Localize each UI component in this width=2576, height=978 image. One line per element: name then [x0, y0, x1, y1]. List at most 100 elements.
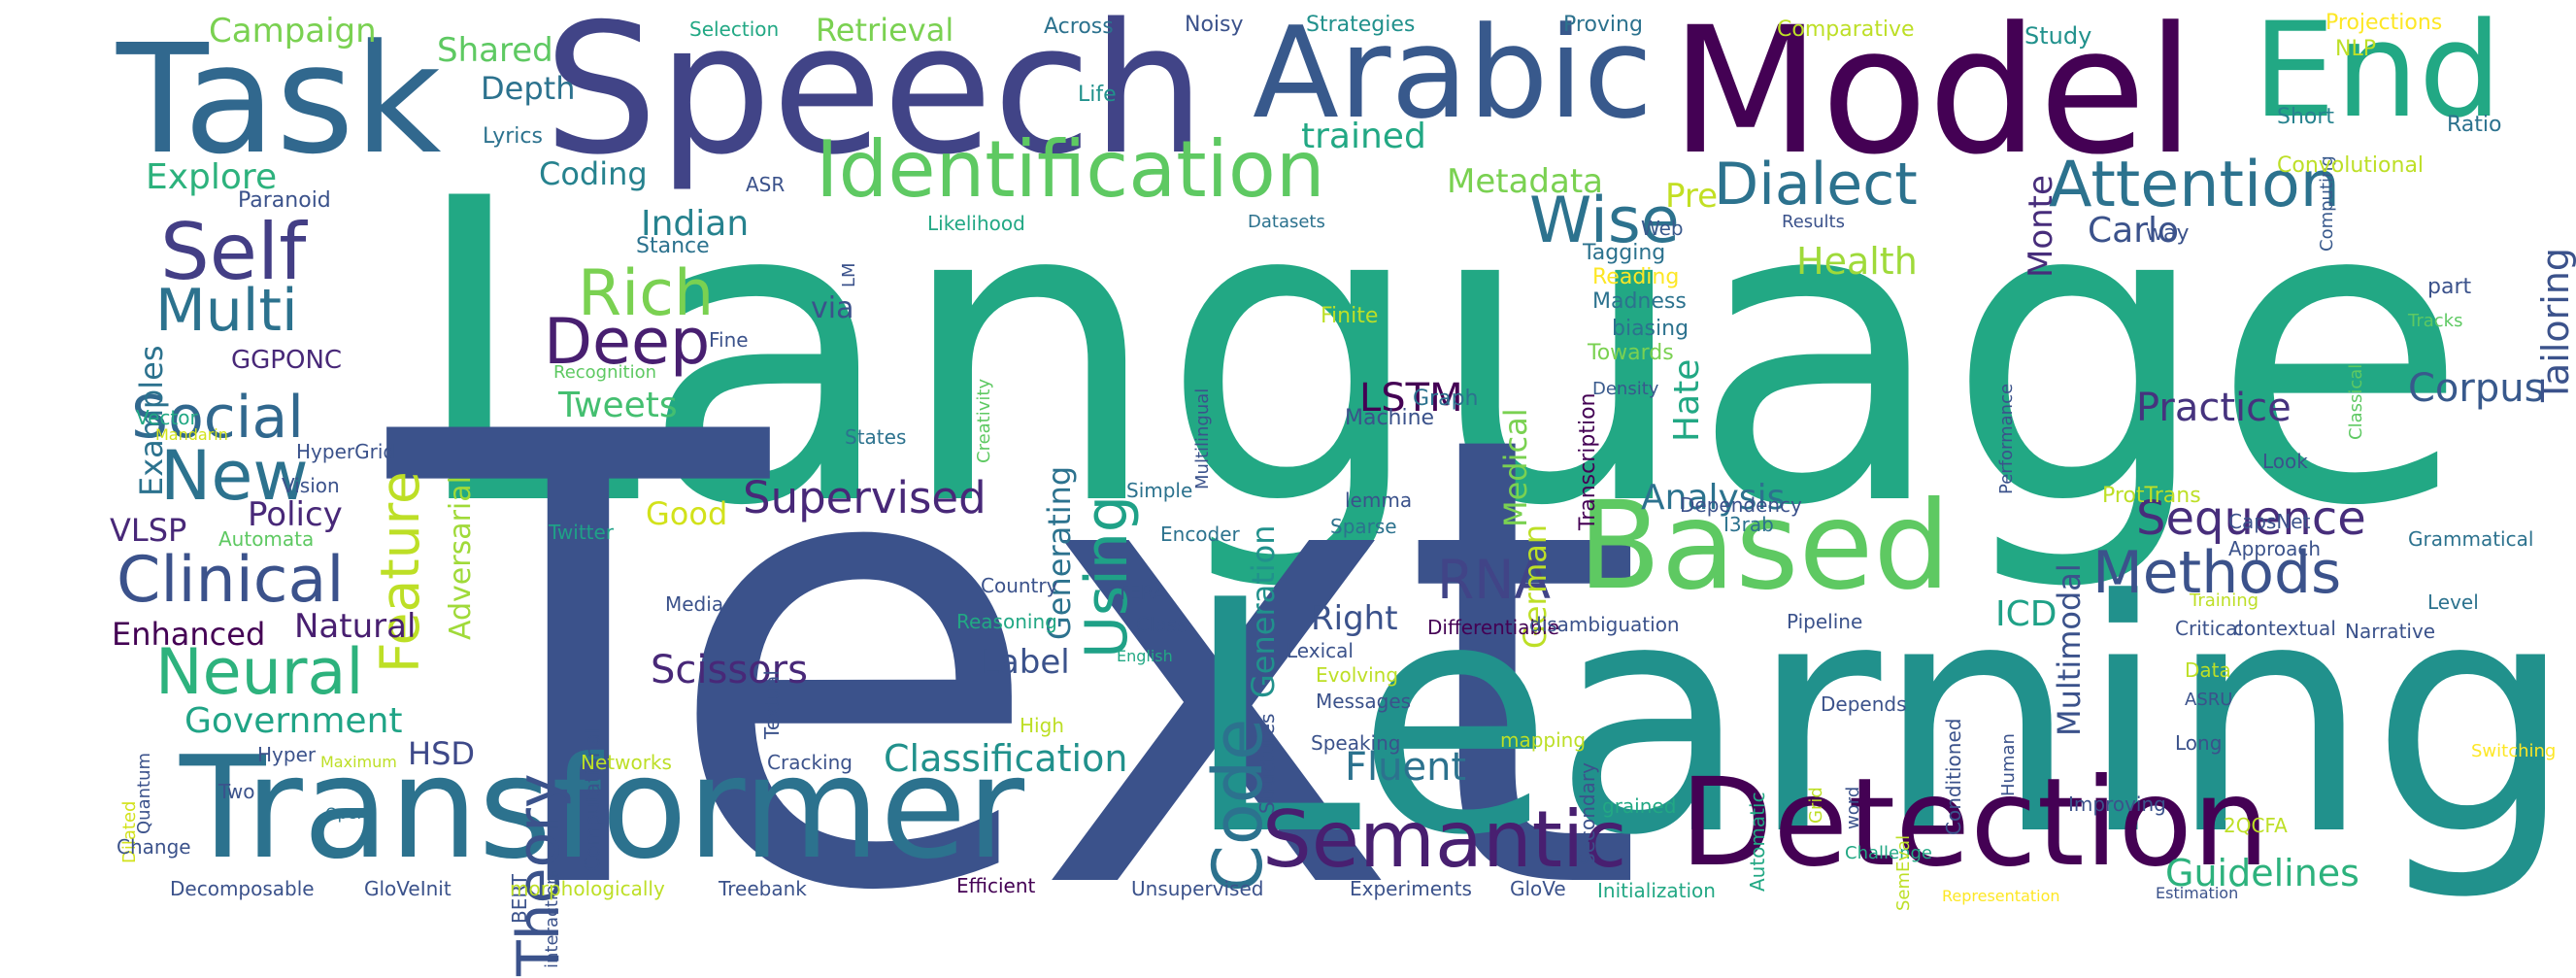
word-lemma: lemma [1345, 489, 1413, 512]
word-neural: Neural [155, 636, 364, 709]
word-adversarial: Adversarial [444, 476, 478, 640]
word-based: Based [1578, 476, 1951, 617]
word-rich: Rich [578, 257, 715, 330]
word-natural: Natural [294, 607, 417, 646]
word-life: Life [1078, 83, 1117, 107]
word-automata: Automata [218, 527, 315, 551]
word-contextual: contextual [2233, 617, 2336, 640]
word-convolutional: Convolutional [2277, 153, 2425, 178]
word-methods: Methods [2092, 539, 2342, 607]
word-semantic: Semantic [1262, 794, 1627, 885]
word-graph: Graph [1413, 387, 1479, 411]
word-icd: ICD [1995, 594, 2057, 634]
word-mandarin: Mandarin [155, 425, 228, 444]
word-madness: Madness [1592, 289, 1687, 314]
word-grid: Grid [1806, 786, 1826, 824]
word-high: High [1020, 714, 1064, 737]
word-results: Results [1782, 212, 1845, 232]
word-grained: grained [1602, 794, 1677, 818]
word-study: Study [2024, 22, 2092, 50]
word-likelihood: Likelihood [927, 212, 1025, 235]
word-using: Using [1073, 494, 1141, 658]
word-dialect: Dialect [1714, 151, 1918, 219]
word-creativity: Creativity [974, 378, 994, 464]
word-corpus: Corpus [2408, 366, 2545, 411]
word-ratio: Ratio [2447, 113, 2502, 137]
word-critical: Critical [2175, 617, 2243, 640]
word-unsupervised: Unsupervised [1131, 877, 1264, 900]
word-arabic: Arabic [1253, 0, 1654, 147]
word-asru: ASRU [2185, 690, 2233, 710]
word-disambiguation: disambiguation [1529, 613, 1680, 636]
word-identification: Identification [816, 124, 1325, 215]
word-tera: TERA [1117, 581, 1167, 604]
word-class: Class [1136, 613, 1188, 636]
word-pre: Pre [1665, 177, 1719, 216]
word-stance: Stance [636, 234, 710, 258]
word-way: way [2146, 221, 2190, 246]
word-metadata: Metadata [1447, 162, 1604, 201]
word-language: Language [408, 112, 2469, 597]
word-lexical: Lexical [1287, 639, 1354, 662]
word-improving: Improving [2068, 793, 2166, 816]
word-guidelines: Guidelines [2165, 852, 2359, 894]
word-speech: Speech [544, 0, 1206, 194]
word-ggponc: GGPONC [231, 346, 343, 375]
word-encoder: Encoder [1160, 523, 1240, 546]
word-rna: RNA [1437, 549, 1551, 611]
word-word: word [1843, 786, 1863, 830]
word-model: Model [1670, 0, 2195, 193]
word-english: English [1117, 647, 1173, 665]
word-government: Government [184, 701, 403, 741]
word-projections: Projections [2325, 11, 2443, 35]
word-learning: Learning [1183, 532, 2574, 905]
word-capsnet: CapsNet [2228, 510, 2311, 533]
word-good: Good [646, 495, 728, 532]
word-policy: Policy [248, 495, 343, 534]
word-biasing: biasing [1612, 317, 1689, 341]
word-challenge: Challenge [1845, 843, 1932, 863]
word-data: Data [2185, 658, 2231, 682]
word-towards: Towards [1588, 341, 1674, 365]
word-text: Text [388, 303, 1646, 978]
word-clinical: Clinical [117, 544, 345, 617]
word-experiments: Experiments [1350, 877, 1472, 900]
word-initialization: Initialization [1597, 879, 1716, 902]
word-trained: trained [1301, 117, 1426, 156]
word-density: Density [1592, 379, 1659, 399]
word-supervised: Supervised [743, 472, 987, 523]
word-pipeline: Pipeline [1787, 610, 1863, 633]
word-retrieval: Retrieval [816, 12, 954, 49]
word-classical: Classical [2346, 363, 2366, 441]
word-cracking: Cracking [767, 751, 853, 774]
word-web: Web [1641, 217, 1684, 240]
word-classification: Classification [884, 737, 1128, 780]
word-reading: Reading [1592, 265, 1680, 289]
word-enhanced: Enhanced [112, 616, 266, 653]
word-hsd: HSD [408, 735, 476, 772]
word-social: Social [131, 384, 304, 452]
word-textual: Textual [760, 670, 784, 739]
word-multilingual: Multilingual [1192, 388, 1213, 490]
word-lyrics: Lyrics [483, 124, 543, 149]
word-2qcfa: 2QCFA [2224, 814, 2288, 837]
word-noisy: Noisy [1185, 13, 1244, 37]
word-generation: Generation [1245, 524, 1282, 698]
word-change: Change [117, 835, 191, 859]
word-look: Look [2262, 450, 2308, 473]
word-vlsp: VLSP [110, 512, 187, 549]
word-across: Across [1044, 15, 1114, 39]
word-mapping: mapping [1500, 728, 1587, 752]
word-label: Label [981, 643, 1070, 682]
word-open: Open [325, 804, 367, 823]
word-finite: Finite [1321, 304, 1379, 328]
word-hypergrid: HyperGrid [296, 440, 396, 463]
word-via: via [811, 291, 854, 325]
word-maximum: Maximum [320, 753, 397, 771]
word-carlo: Carlo [2088, 211, 2180, 251]
word-training: Training [2190, 590, 2259, 611]
word-long: Long [2175, 731, 2223, 755]
word-multimodal: Multimodal [2051, 563, 2088, 736]
word-short: Short [2277, 105, 2335, 129]
word-tailoring: Tailoring [2534, 247, 2576, 402]
